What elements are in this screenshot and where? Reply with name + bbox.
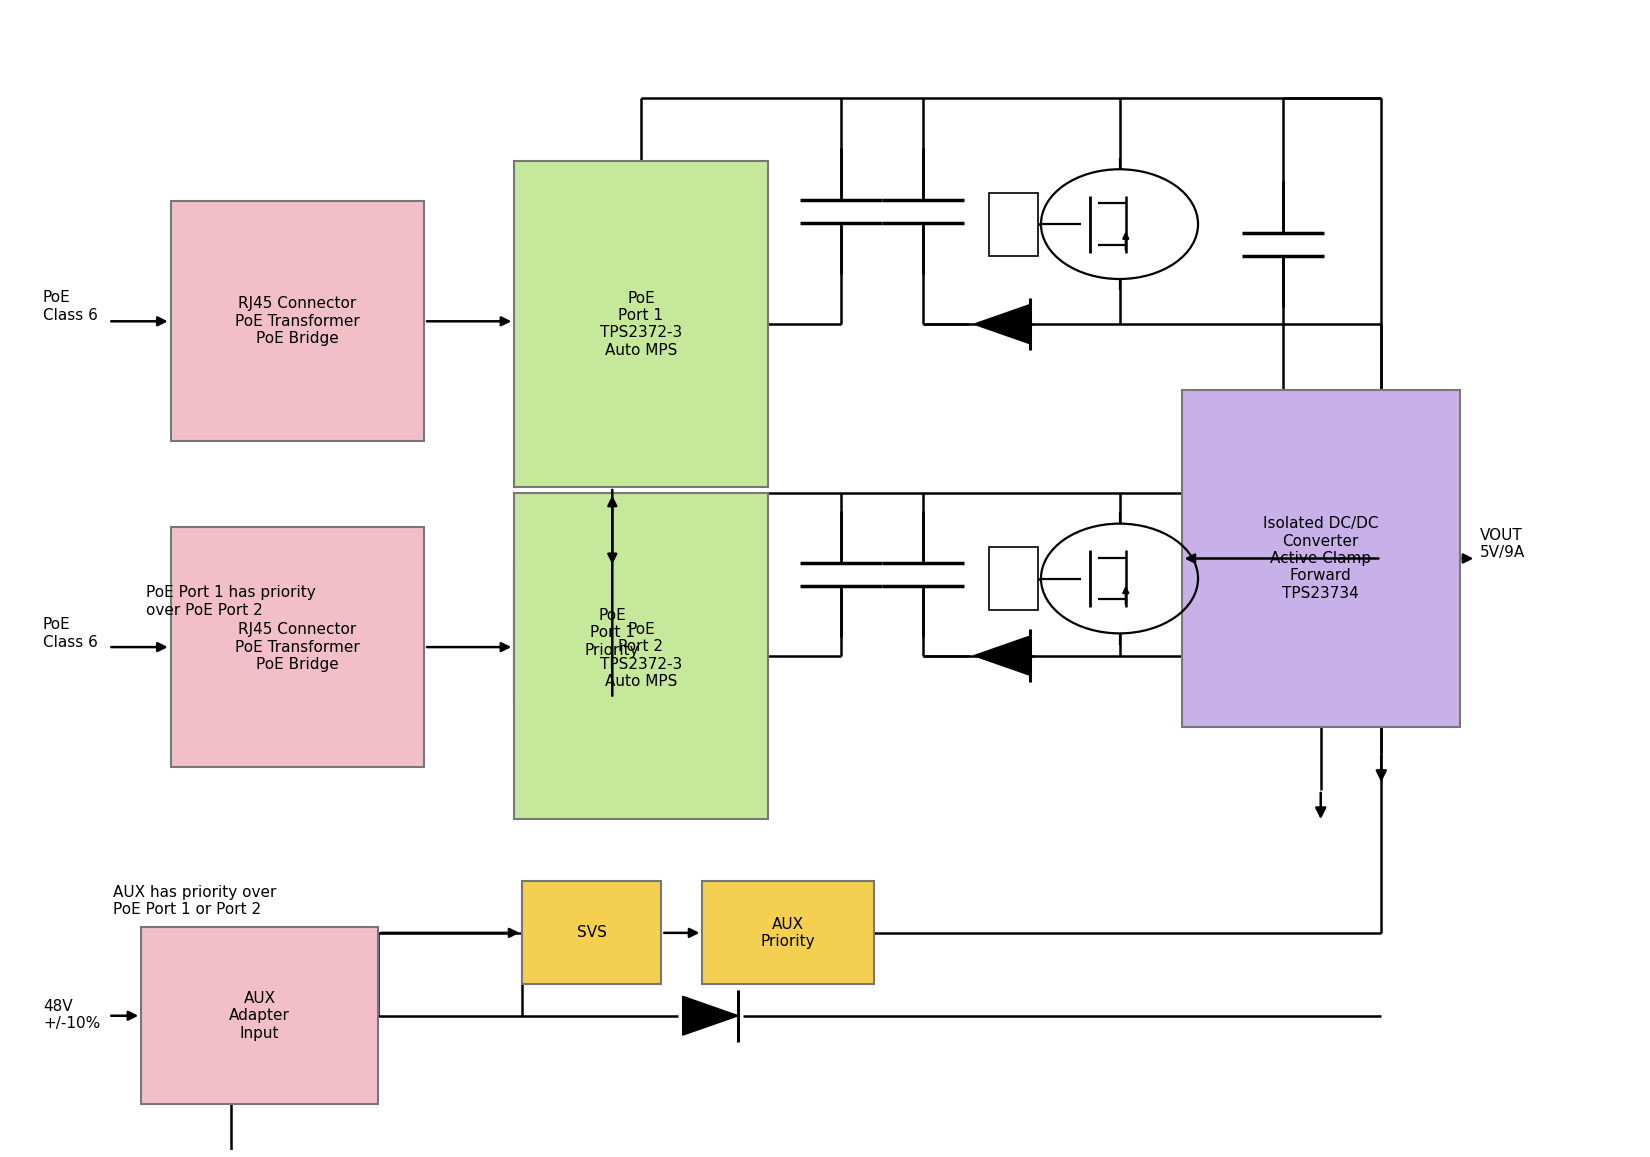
Text: PoE
Port 1
TPS2372-3
Auto MPS: PoE Port 1 TPS2372-3 Auto MPS (601, 290, 681, 358)
Bar (515, 567, 711, 699)
Bar (170, 528, 424, 767)
Bar (988, 547, 1038, 610)
Polygon shape (683, 996, 738, 1036)
Bar (1181, 390, 1460, 727)
Text: AUX
Adapter
Input: AUX Adapter Input (229, 990, 290, 1040)
Bar (515, 161, 767, 487)
Bar (142, 927, 378, 1104)
Text: AUX has priority over
PoE Port 1 or Port 2: AUX has priority over PoE Port 1 or Port… (114, 885, 277, 918)
Bar (523, 882, 662, 985)
Polygon shape (974, 636, 1030, 675)
Bar (515, 493, 767, 818)
Bar (170, 201, 424, 441)
Polygon shape (974, 304, 1030, 344)
Text: PoE
Port 1
Priority: PoE Port 1 Priority (586, 607, 640, 657)
Text: SVS: SVS (578, 926, 607, 941)
Bar (703, 882, 874, 985)
Text: PoE
Port 2
TPS2372-3
Auto MPS: PoE Port 2 TPS2372-3 Auto MPS (601, 622, 681, 690)
Text: RJ45 Connector
PoE Transformer
PoE Bridge: RJ45 Connector PoE Transformer PoE Bridg… (234, 622, 360, 672)
Bar (988, 193, 1038, 256)
Text: PoE
Class 6: PoE Class 6 (43, 617, 97, 649)
Text: RJ45 Connector
PoE Transformer
PoE Bridge: RJ45 Connector PoE Transformer PoE Bridg… (234, 296, 360, 346)
Text: PoE
Class 6: PoE Class 6 (43, 290, 97, 323)
Text: Isolated DC/DC
Converter
Active Clamp
Forward
TPS23734: Isolated DC/DC Converter Active Clamp Fo… (1262, 516, 1378, 600)
Text: 48V
+/-10%: 48V +/-10% (43, 998, 101, 1031)
Text: PoE Port 1 has priority
over PoE Port 2: PoE Port 1 has priority over PoE Port 2 (145, 585, 315, 618)
Text: VOUT
5V/9A: VOUT 5V/9A (1480, 528, 1525, 560)
Text: AUX
Priority: AUX Priority (761, 916, 815, 949)
